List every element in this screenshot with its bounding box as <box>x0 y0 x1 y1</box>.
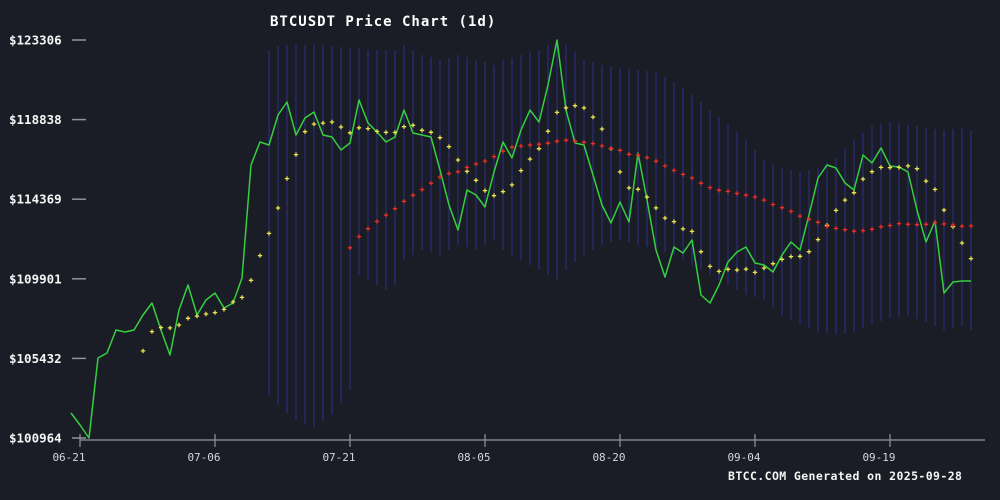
y-axis: $123306 $118838 $114369 $109901 $105432 $1009… <box>9 33 86 446</box>
x-tick-label: 09-04 <box>727 451 760 464</box>
x-tick-label: 08-20 <box>592 451 625 464</box>
ma7-dots <box>140 103 974 354</box>
chart-title: BTCUSDT Price Chart (1d) <box>270 14 497 30</box>
price-line <box>70 39 971 439</box>
y-tick-label: $109901 <box>9 271 62 286</box>
y-tick-label: $100964 <box>9 431 62 446</box>
x-tick-label: 07-21 <box>322 451 355 464</box>
y-tick-label: $114369 <box>9 192 62 207</box>
x-axis: 06-21 07-06 07-21 08-05 08-20 09-04 09-19 <box>52 434 985 464</box>
y-tick-label: $118838 <box>9 112 62 127</box>
range-bars <box>268 40 972 427</box>
ma30-dots <box>347 138 974 250</box>
x-tick-label: 07-06 <box>187 451 220 464</box>
watermark-text: BTCC.COM Generated on 2025-09-28 <box>728 469 963 483</box>
y-tick-label: $105432 <box>9 351 62 366</box>
x-tick-label: 08-05 <box>457 451 490 464</box>
y-tick-label: $123306 <box>9 33 62 48</box>
x-tick-label: 09-19 <box>862 451 895 464</box>
x-tick-label: 06-21 <box>52 451 85 464</box>
